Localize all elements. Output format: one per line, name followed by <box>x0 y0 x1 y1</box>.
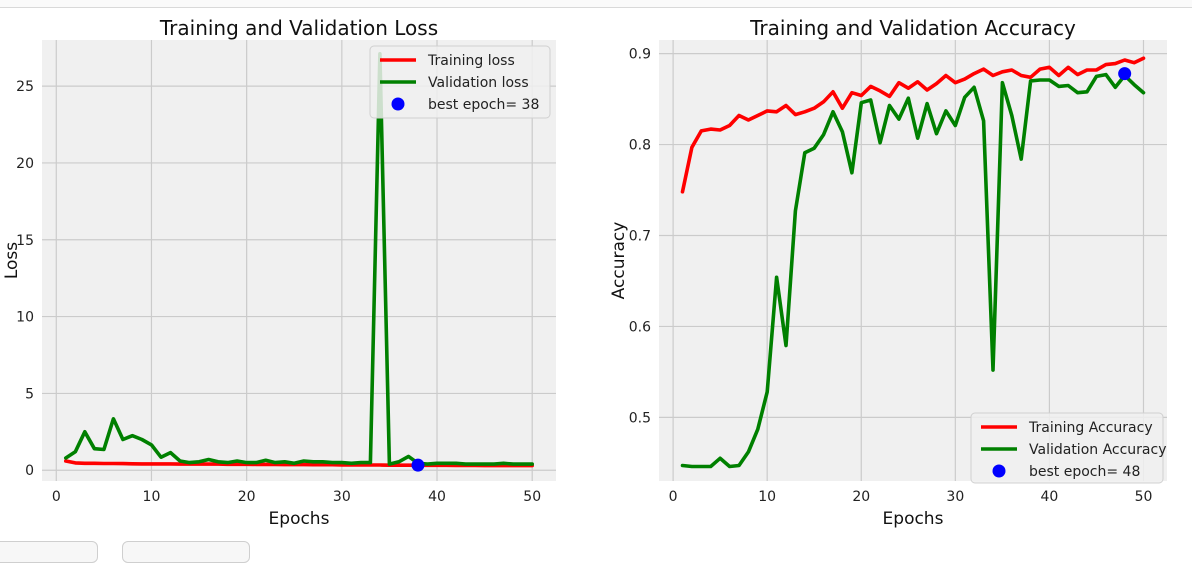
legend: Training Accuracy Validation Accuracy best… <box>970 412 1167 484</box>
training-history-figure: 0 10 20 30 40 50 0 5 10 15 20 25 Training and Valida… <box>2 16 1167 529</box>
y-tick-label: 25 <box>16 79 34 95</box>
x-tick-label: 30 <box>946 489 964 505</box>
legend-entry: best epoch= 38 <box>428 97 539 113</box>
series-line-validation <box>680 72 1146 469</box>
x-axis-label: Epochs <box>269 509 330 529</box>
chart-title: Training and Validation Loss <box>159 16 438 40</box>
y-tick-label: 15 <box>16 233 34 249</box>
y-tick-label: 0.7 <box>629 228 651 244</box>
series-line-training <box>680 56 1146 194</box>
legend-marker <box>992 464 1006 478</box>
series-line-training <box>64 459 535 468</box>
x-axis-label: Epochs <box>883 509 944 529</box>
legend-entry: Training Accuracy <box>1028 420 1153 436</box>
x-tick-label: 10 <box>758 489 776 505</box>
y-tick-label: 0.9 <box>629 47 651 63</box>
legend-box <box>369 45 551 119</box>
x-tick-label: 50 <box>523 489 541 505</box>
y-tick-label: 0.5 <box>629 410 651 426</box>
y-tick-label: 20 <box>16 156 34 172</box>
series-line-validation <box>64 51 535 466</box>
y-axis-label: Accuracy <box>609 222 629 300</box>
x-tick-label: 20 <box>852 489 870 505</box>
x-tick-label: 10 <box>143 489 161 505</box>
x-tick-label: 30 <box>333 489 351 505</box>
legend-entry: Training loss <box>427 53 515 69</box>
legend-entry: Validation loss <box>428 75 529 91</box>
previous-cell-edge <box>0 0 1192 8</box>
legend-box <box>970 412 1164 484</box>
legend: Training loss Validation loss best epoch= … <box>369 45 551 119</box>
y-tick-label: 0.6 <box>629 319 651 335</box>
legend-entry: best epoch= 48 <box>1029 464 1140 480</box>
x-tick-label: 40 <box>428 489 446 505</box>
chart-title: Training and Validation Accuracy <box>749 16 1076 40</box>
x-tick-label: 50 <box>1135 489 1153 505</box>
y-tick-label: 10 <box>16 310 34 326</box>
best-epoch-marker <box>411 458 425 472</box>
y-axis-label: Loss <box>2 242 22 279</box>
x-tick-label: 0 <box>52 489 61 505</box>
chart-accuracy: 0 10 20 30 40 50 0.5 0.6 0.7 0.8 0.9 Training and V… <box>609 16 1167 529</box>
chart-loss: 0 10 20 30 40 50 0 5 10 15 20 25 Training and Valida… <box>2 16 556 529</box>
y-tick-label: 0.8 <box>629 138 651 154</box>
y-tick-label: 0 <box>25 463 34 479</box>
x-tick-label: 40 <box>1040 489 1058 505</box>
best-epoch-marker <box>1118 67 1132 81</box>
legend-entry: Validation Accuracy <box>1029 442 1167 458</box>
y-tick-label: 5 <box>25 386 34 402</box>
output-toolbar-button[interactable] <box>0 541 98 563</box>
legend-marker <box>391 97 405 111</box>
x-tick-label: 20 <box>238 489 256 505</box>
x-tick-label: 0 <box>669 489 678 505</box>
output-toolbar-button[interactable] <box>122 541 250 563</box>
